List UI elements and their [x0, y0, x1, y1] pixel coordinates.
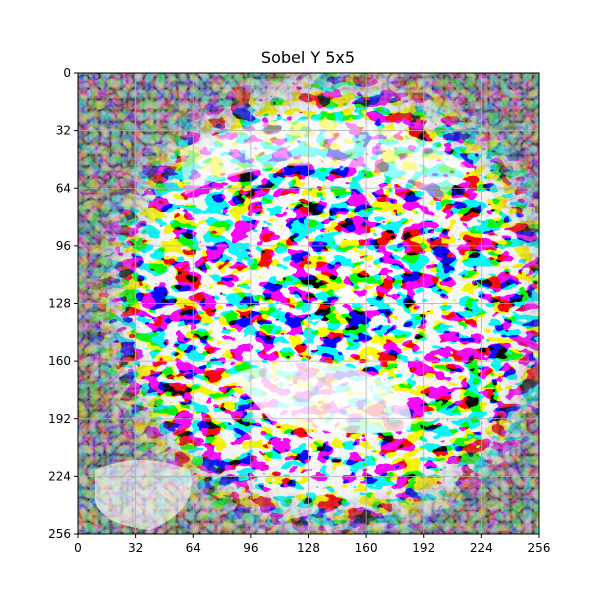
x-tick-label: 0: [74, 541, 82, 555]
plot-title: Sobel Y 5x5: [261, 48, 355, 67]
x-tick-label: 64: [186, 541, 201, 555]
y-axis: 0 32 64 96 128 160 192 224 256: [48, 66, 78, 541]
x-tick-label: 192: [412, 541, 435, 555]
y-tick-label: 96: [56, 239, 71, 253]
y-tick-label: 128: [48, 297, 71, 311]
y-tick-label: 0: [63, 66, 71, 80]
y-tick-label: 64: [56, 181, 71, 195]
y-tick-label: 256: [48, 527, 71, 541]
x-tick-label: 96: [243, 541, 258, 555]
y-tick-label: 224: [48, 469, 71, 483]
x-tick-label: 224: [470, 541, 493, 555]
y-tick-label: 160: [48, 354, 71, 368]
y-tick-label: 32: [56, 124, 71, 138]
x-tick-label: 256: [528, 541, 551, 555]
x-tick-label: 160: [355, 541, 378, 555]
y-tick-label: 192: [48, 412, 71, 426]
x-tick-label: 32: [128, 541, 143, 555]
x-axis: 0 32 64 96 128 160 192 224 256: [74, 534, 550, 555]
x-tick-label: 128: [297, 541, 320, 555]
